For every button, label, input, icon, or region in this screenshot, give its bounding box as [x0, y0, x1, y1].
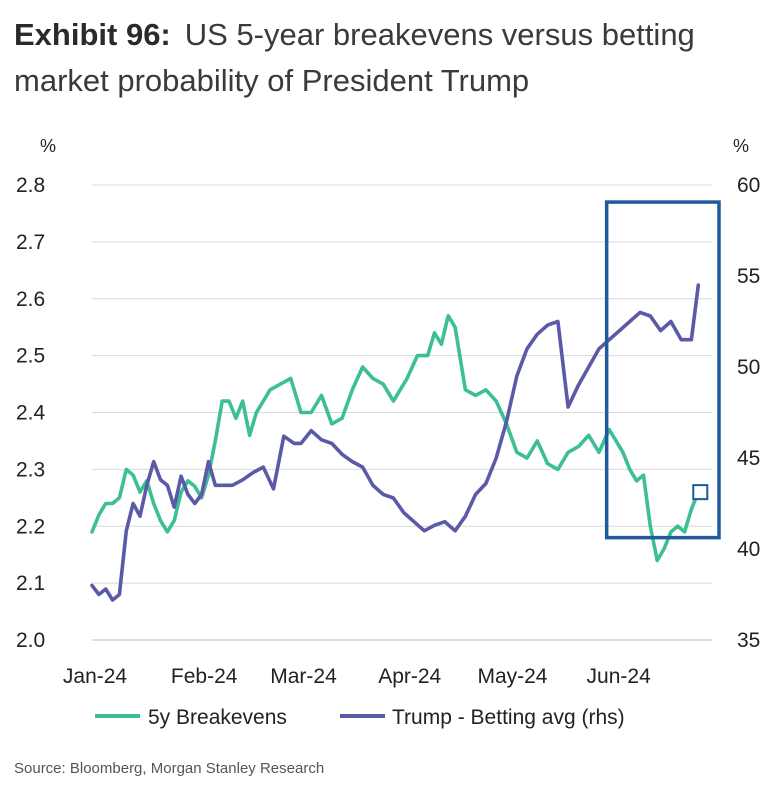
x-tick-label: Jun-24 [587, 665, 652, 688]
left-axis: 2.0 2.1 2.2 2.3 2.4 2.5 2.6 2.7 2.8% [16, 136, 56, 652]
right-tick-label: 55 [737, 265, 760, 288]
right-axis-unit: % [733, 136, 749, 156]
left-tick-label: 2.4 [16, 402, 46, 425]
left-tick-label: 2.8 [16, 174, 45, 197]
left-axis-unit: % [40, 136, 56, 156]
annotations [604, 200, 721, 540]
legend-label-breakevens: 5y Breakevens [148, 706, 287, 729]
gridlines [92, 184, 712, 584]
right-tick-label: 45 [737, 447, 760, 470]
x-tick-label: Jan-24 [63, 665, 128, 688]
breakevens-line [90, 313, 701, 563]
right-tick-label: 60 [737, 174, 760, 197]
left-tick-label: 2.2 [16, 515, 45, 538]
x-tick-label: May-24 [477, 665, 547, 688]
chart-svg: 2.0 2.1 2.2 2.3 2.4 2.5 2.6 2.7 2.8% 35 40 45 50 55 6… [16, 136, 760, 729]
right-tick-label: 40 [737, 538, 760, 561]
right-tick-label: 50 [737, 356, 760, 379]
exhibit-label: Exhibit 96: [14, 17, 171, 52]
title-text: US 5-year breakevens versus betting mark… [14, 17, 695, 98]
trump-betting-line [90, 283, 701, 602]
x-axis: Jan-24 Feb-24 Mar-24 Apr-24 May-24 Jun-24 [63, 639, 712, 688]
left-tick-label: 2.6 [16, 288, 45, 311]
legend: 5y Breakevens Trump - Betting avg (rhs) [95, 706, 625, 729]
x-tick-label: Mar-24 [270, 665, 337, 688]
left-tick-label: 2.0 [16, 629, 45, 652]
right-axis: 35 40 45 50 55 60% [733, 136, 760, 652]
left-tick-label: 2.1 [16, 572, 45, 595]
highlight-box [604, 200, 721, 540]
x-tick-label: Apr-24 [378, 665, 441, 688]
left-tick-label: 2.7 [16, 231, 45, 254]
series-lines [90, 283, 701, 602]
left-tick-label: 2.5 [16, 345, 45, 368]
right-tick-label: 35 [737, 629, 760, 652]
chart-title: Exhibit 96: US 5-year breakevens versus b… [14, 12, 754, 104]
source-note: Source: Bloomberg, Morgan Stanley Resear… [14, 760, 325, 777]
last-point-marker [692, 484, 709, 501]
legend-label-trump: Trump - Betting avg (rhs) [392, 706, 625, 729]
x-tick-label: Feb-24 [171, 665, 238, 688]
left-tick-label: 2.3 [16, 458, 45, 481]
